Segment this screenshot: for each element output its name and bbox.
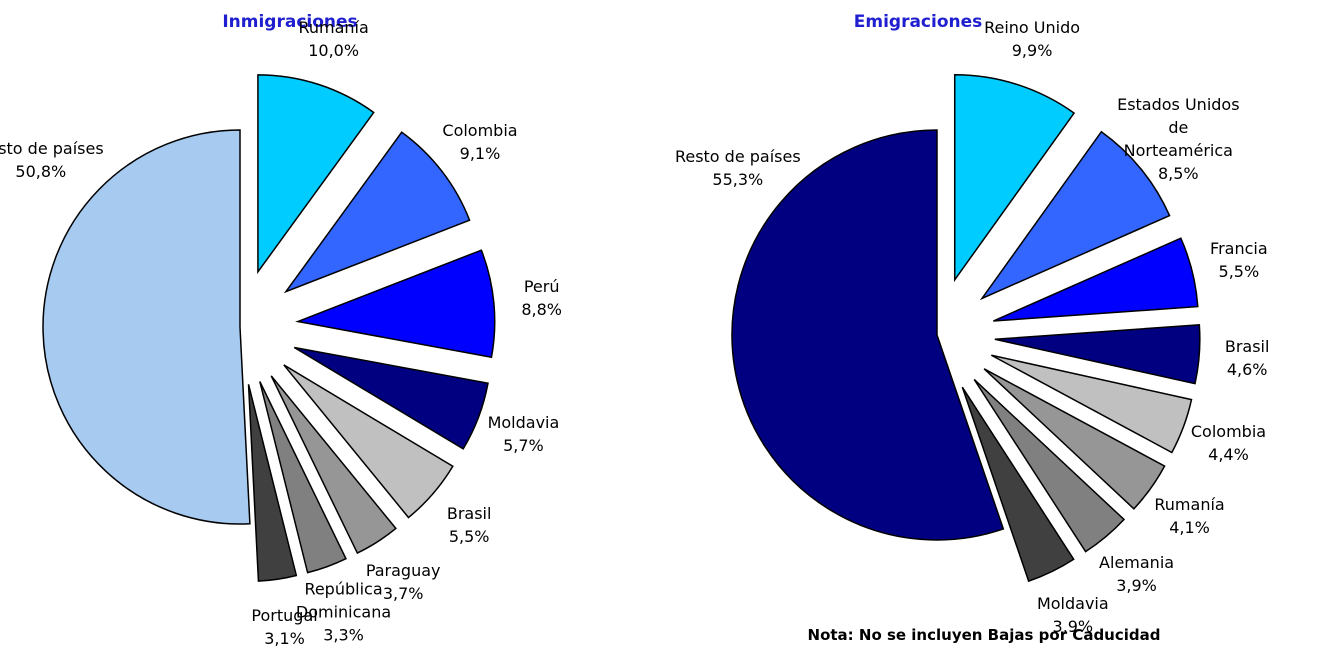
note: Nota: No se incluyen Bajas por Caducidad (807, 626, 1161, 644)
category-label: Portugal (251, 605, 318, 625)
value-label: 50,8% (15, 161, 67, 181)
slice-label: Brasil 4,6% (1182, 335, 1312, 381)
value-label: 3,9% (1052, 616, 1094, 636)
pie-slice (259, 381, 347, 574)
pie-slice (973, 378, 1126, 553)
pie-slice (994, 324, 1201, 385)
pie-slice (42, 129, 251, 525)
category-label: Brasil (1224, 336, 1270, 356)
value-label: 3,3% (323, 625, 364, 645)
slice-label: Colombia 4,4% (1163, 420, 1293, 466)
pie-slice (295, 249, 496, 359)
slice-label: República Dominicana 3,3% (279, 577, 409, 646)
pie-slice (953, 74, 1076, 283)
category-label: Rumanía (1154, 495, 1225, 515)
pie-slice (979, 130, 1171, 301)
chart-title: Inmigraciones (222, 12, 358, 32)
category-label: Francia (1210, 239, 1268, 259)
value-label: 3,9% (1116, 575, 1157, 595)
pie-slice (992, 237, 1199, 322)
category-label: Moldavia (487, 413, 560, 433)
value-label: 55,3% (712, 169, 764, 189)
value-label: 5,5% (1218, 262, 1260, 282)
category-label: Colombia (1190, 422, 1267, 442)
value-label: 3,7% (382, 584, 424, 604)
slice-label: Perú 8,8% (477, 275, 607, 321)
slice-label: Estados Unidos de Norteamérica 8,5% (1113, 93, 1243, 185)
pie-slice (257, 74, 375, 275)
category-label: Alemania (1099, 552, 1175, 572)
pie-slice (247, 384, 298, 582)
slice-label: Rumanía 10,0% (269, 16, 399, 62)
value-label: 4,6% (1226, 359, 1268, 379)
slice-label: Rumanía 4,1% (1125, 493, 1255, 539)
category-label: Rumanía (298, 17, 369, 37)
slice-label: Alemania 3,9% (1072, 551, 1202, 597)
chart-title: Emigraciones (853, 12, 983, 32)
pie-slice (991, 354, 1193, 454)
value-label: 10,0% (308, 40, 360, 60)
slice-label: Brasil 5,5% (404, 502, 534, 548)
value-label: 8,8% (521, 300, 562, 320)
value-label: 9,9% (1011, 40, 1053, 60)
slice-label: Colombia 9,1% (415, 119, 545, 165)
value-label: 8,5% (1157, 163, 1199, 183)
value-label: 4,1% (1169, 518, 1210, 538)
value-label: 5,5% (448, 527, 490, 547)
category-label: República Dominicana (295, 579, 392, 622)
category-label: Moldavia (1036, 593, 1109, 613)
pie-slice (983, 368, 1166, 510)
pie-slice (283, 364, 454, 519)
value-label: 3,1% (264, 628, 305, 648)
pie-slice (961, 386, 1075, 583)
category-label: Colombia (442, 121, 518, 141)
slice-label: Reino Unido 9,9% (967, 16, 1097, 62)
value-label: 5,7% (503, 436, 544, 456)
category-label: Resto de países (0, 138, 104, 158)
category-label: Paraguay (365, 561, 441, 581)
pie-slice (270, 375, 397, 555)
slice-label: Resto de países 50,8% (0, 137, 106, 183)
value-label: 4,4% (1208, 445, 1249, 465)
slice-label: Portugal 3,1% (220, 604, 350, 648)
category-label: Brasil (446, 504, 492, 524)
category-label: Reino Unido (984, 17, 1081, 37)
slice-label: Francia 5,5% (1174, 237, 1304, 283)
slice-label: Resto de países 55,3% (673, 145, 803, 191)
slice-label: Paraguay 3,7% (338, 559, 468, 605)
slice-label: Moldavia 5,7% (458, 411, 588, 457)
slice-label: Moldavia 3,9% (1008, 592, 1138, 638)
value-label: 9,1% (459, 144, 501, 164)
pie-slice (731, 129, 1005, 541)
pie-slice (283, 131, 471, 294)
category-label: Resto de países (674, 146, 801, 166)
category-label: Perú (523, 277, 560, 297)
category-label: Estados Unidos de Norteamérica (1117, 94, 1240, 160)
pie-slice (293, 346, 489, 450)
